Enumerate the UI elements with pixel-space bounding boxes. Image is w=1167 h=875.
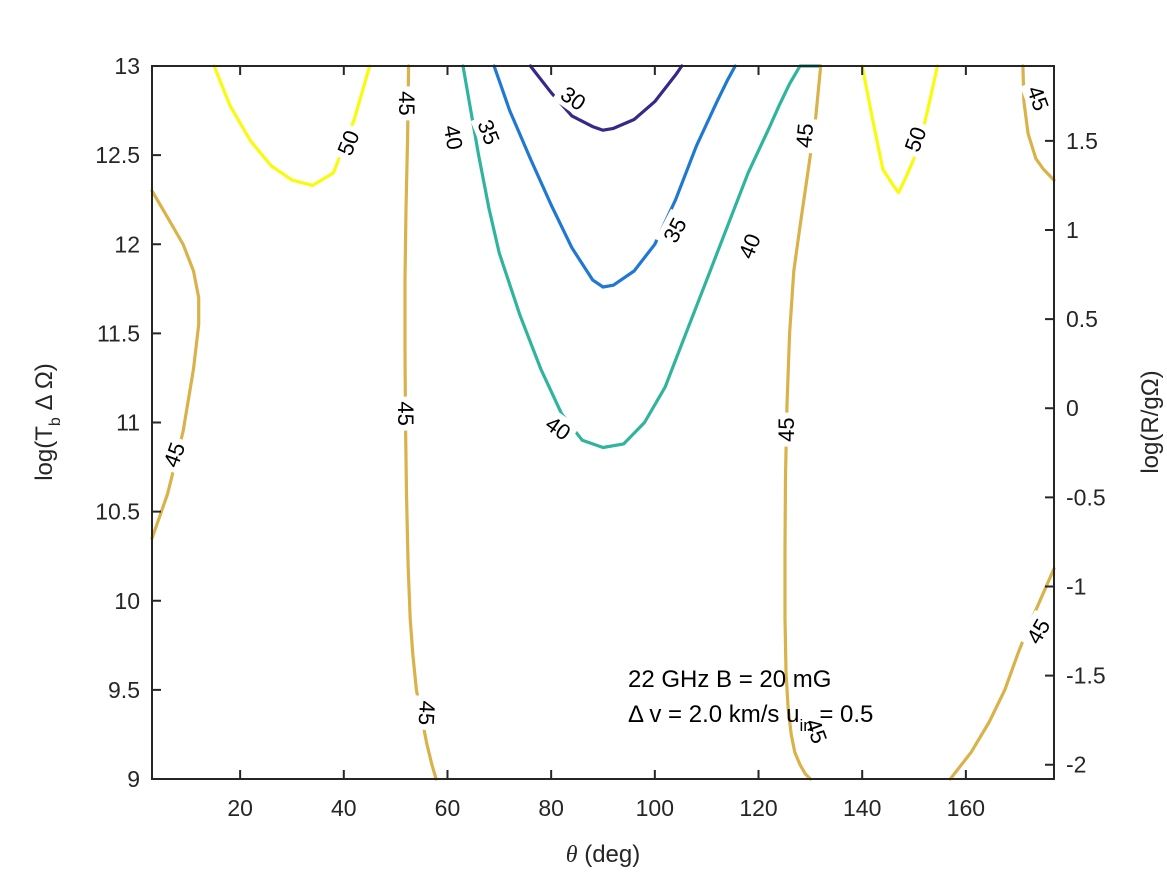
y2-axis-label: log(R/gΩ) [1137, 370, 1164, 473]
y2-tick-label: 0.5 [1066, 306, 1098, 332]
x-tick-label: 160 [947, 795, 985, 821]
contour-line-45-9 [948, 567, 1056, 781]
y2-tick-label: -1 [1066, 573, 1086, 599]
plot-background [152, 66, 1054, 779]
y-tick-label: 10 [114, 588, 140, 614]
contour-label-bg [470, 111, 508, 153]
contour-label-bg [413, 695, 442, 731]
contour-label-bg [552, 77, 595, 119]
x-tick-label: 60 [435, 795, 461, 821]
x-tick-label: 40 [331, 795, 357, 821]
contour-label-bg [1020, 77, 1057, 119]
contour-label-bg [155, 434, 192, 476]
axis-ticks: 20 40 60 80 100 120 140 16099.51010.51111.51212… [95, 53, 1105, 821]
y2-tick-label: -1.5 [1066, 663, 1106, 689]
annotation-velocity-u: Δ v = 2.0 km/s uin = 0.5 [628, 701, 873, 735]
contour-label-4: 40 [730, 225, 768, 267]
contour-label-bg [798, 710, 835, 752]
y-tick-label: 11 [116, 410, 140, 436]
contour-label-text: 45 [791, 122, 818, 149]
y2-tick-label: -2 [1066, 752, 1086, 778]
contour-label-bg [730, 225, 768, 267]
y2-tick-label: -0.5 [1066, 484, 1106, 510]
contour-line-35-1 [492, 64, 737, 289]
y-tick-label: 12.5 [95, 142, 140, 168]
contour-label-9: 45 [393, 396, 419, 431]
contour-label-10: 45 [413, 695, 442, 731]
x-tick-label: 100 [636, 795, 674, 821]
annotation-frequency-field: 22 GHz B = 20 mG [628, 666, 831, 693]
contour-label-11: 45 [789, 117, 819, 154]
contour-label-bg [655, 208, 694, 252]
y-tick-label: 12 [114, 231, 140, 257]
contour-label-bg [394, 86, 420, 121]
contour-label-8: 45 [394, 86, 420, 121]
y-tick-label: 11.5 [97, 320, 140, 346]
x-tick-label: 120 [739, 795, 777, 821]
y-tick-label: 9 [127, 766, 140, 792]
contour-label-bg [537, 407, 580, 449]
x-axis-label: θ (deg) [566, 841, 641, 868]
contour-label-12: 45 [773, 412, 799, 447]
contour-lines [150, 64, 1056, 781]
contour-label-bg [393, 396, 419, 431]
contour-label-bg [329, 121, 367, 164]
y2-tick-label: 1 [1066, 217, 1079, 243]
contour-label-bg [1018, 609, 1058, 653]
x-tick-label: 20 [227, 795, 253, 821]
y2-tick-label: 0 [1066, 395, 1079, 421]
contour-label-text: 40 [439, 123, 468, 151]
contour-line-50-3 [212, 64, 372, 187]
contour-label-bg [773, 412, 799, 447]
x-tick-label: 140 [843, 795, 881, 821]
contour-line-45-6 [403, 64, 438, 781]
contour-label-text: 45 [414, 700, 440, 726]
contour-line-50-4 [860, 64, 939, 195]
x-tick-label: 80 [538, 795, 564, 821]
y-tick-label: 9.5 [108, 677, 140, 703]
y-tick-label: 10.5 [95, 499, 140, 525]
contour-label-bg [789, 117, 819, 154]
contour-label-text: 45 [393, 401, 418, 425]
y2-tick-label: 1.5 [1066, 128, 1098, 154]
contour-label-text: 45 [774, 417, 799, 441]
contour-label-2: 35 [655, 208, 694, 252]
y-tick-label: 13 [114, 53, 140, 79]
contour-line-40-2 [461, 64, 823, 450]
y-axis-label: log(Tb Δ Ω) [31, 363, 64, 481]
contour-label-bg [897, 118, 934, 160]
contour-label-text: 45 [394, 91, 419, 115]
contour-line-45-7 [783, 64, 823, 781]
contour-label-bg [437, 118, 470, 157]
contour-label-3: 40 [437, 118, 470, 157]
